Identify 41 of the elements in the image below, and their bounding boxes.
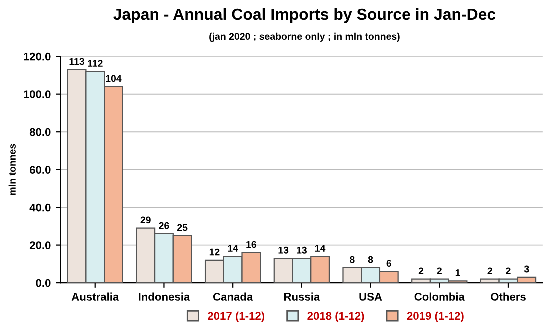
x-tick-label: Russia: [284, 292, 320, 301]
data-label: 6: [386, 260, 392, 268]
data-label: 14: [228, 245, 238, 252]
data-label: 13: [297, 246, 307, 254]
y-axis-title: mln tonnes: [8, 144, 16, 196]
legend-label: 2018 (1-12): [308, 312, 364, 322]
data-label: 25: [178, 224, 188, 232]
y-tick-label: 80.0: [30, 128, 51, 136]
data-label: 26: [159, 222, 170, 230]
data-label: 8: [350, 256, 355, 264]
x-tick-label: Others: [491, 292, 526, 301]
data-label: 12: [210, 248, 220, 256]
data-label: 2: [418, 268, 424, 274]
data-label: 2: [506, 268, 511, 274]
x-tick-label: Indonesia: [139, 292, 190, 301]
y-tick-label: 120.0: [24, 52, 51, 61]
data-label: 29: [140, 216, 151, 224]
chart-title: Japan - Annual Coal Imports by Source in Jan-Dec: [114, 8, 496, 24]
data-label: 3: [524, 266, 530, 273]
legend-label: 2017 (1-12): [208, 312, 265, 322]
x-tick-label: Australia: [72, 292, 120, 301]
data-label: 112: [88, 60, 103, 67]
y-tick-label: 60.0: [30, 166, 51, 174]
data-label: 113: [70, 58, 84, 66]
y-tick-label: 20.0: [30, 242, 51, 250]
y-tick-label: 40.0: [30, 204, 51, 212]
x-tick-label: Canada: [213, 292, 254, 301]
data-label: 1: [456, 270, 460, 276]
legend-label: 2019 (1-12): [407, 312, 464, 322]
data-label: 104: [106, 75, 122, 82]
x-tick-label: Colombia: [414, 292, 466, 301]
data-label: 2: [437, 268, 442, 274]
x-tick-label: USA: [360, 293, 382, 301]
data-label: 13: [278, 246, 289, 254]
y-tick-label: 100.0: [24, 90, 51, 98]
data-label: 8: [368, 256, 374, 264]
y-tick-label: 0.0: [36, 279, 51, 288]
chart-subtitle: (jan 2020 ; seaborne only ; in mln tonnes): [210, 32, 400, 42]
data-label: 2: [488, 268, 492, 274]
data-label: 14: [315, 245, 326, 252]
data-label: 16: [246, 241, 256, 248]
